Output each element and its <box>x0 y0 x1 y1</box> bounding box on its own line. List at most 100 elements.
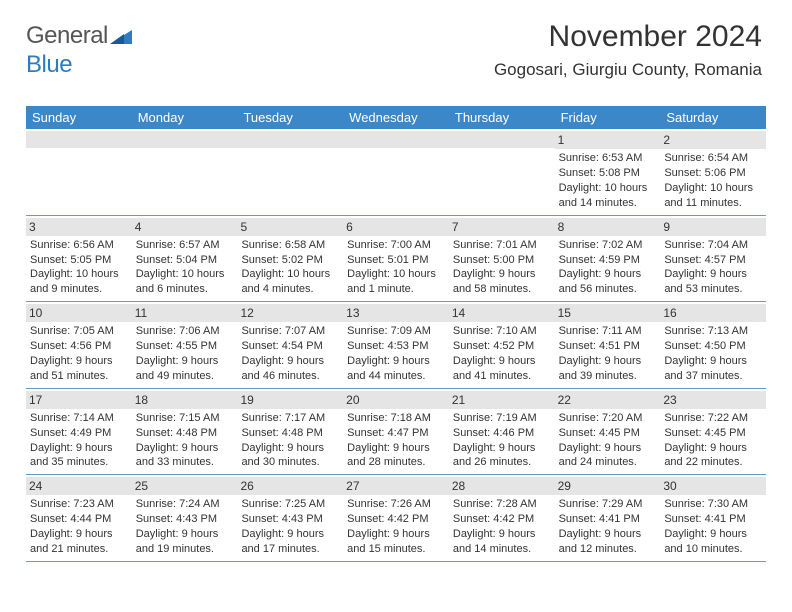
daylight-line1: Daylight: 9 hours <box>136 527 234 542</box>
sunrise-text: Sunrise: 7:30 AM <box>664 497 762 512</box>
daylight-line1: Daylight: 9 hours <box>664 267 762 282</box>
logo-text-blue: Blue <box>26 51 72 78</box>
location-text: Gogosari, Giurgiu County, Romania <box>494 60 762 80</box>
sunset-text: Sunset: 4:48 PM <box>241 426 339 441</box>
daylight-line2: and 35 minutes. <box>30 455 128 470</box>
sunrise-text: Sunrise: 6:56 AM <box>30 238 128 253</box>
day-header-row: Sunday Monday Tuesday Wednesday Thursday… <box>26 106 766 129</box>
sunrise-text: Sunrise: 7:07 AM <box>241 324 339 339</box>
daylight-line2: and 10 minutes. <box>664 542 762 557</box>
day-number: 2 <box>660 131 766 149</box>
sunrise-text: Sunrise: 6:58 AM <box>241 238 339 253</box>
logo-text-gray: General <box>26 22 108 49</box>
day-cell: 21Sunrise: 7:19 AMSunset: 4:46 PMDayligh… <box>449 389 555 475</box>
day-cell: 27Sunrise: 7:26 AMSunset: 4:42 PMDayligh… <box>343 475 449 561</box>
sunrise-text: Sunrise: 7:11 AM <box>559 324 657 339</box>
daylight-line1: Daylight: 9 hours <box>241 441 339 456</box>
sunset-text: Sunset: 4:42 PM <box>453 512 551 527</box>
day-number: 12 <box>237 304 343 322</box>
sunrise-text: Sunrise: 7:09 AM <box>347 324 445 339</box>
daylight-line1: Daylight: 9 hours <box>453 441 551 456</box>
daylight-line1: Daylight: 10 hours <box>664 181 762 196</box>
day-number: 30 <box>660 477 766 495</box>
daylight-line2: and 53 minutes. <box>664 282 762 297</box>
sunset-text: Sunset: 4:44 PM <box>30 512 128 527</box>
sunrise-text: Sunrise: 7:15 AM <box>136 411 234 426</box>
daylight-line1: Daylight: 10 hours <box>241 267 339 282</box>
sunrise-text: Sunrise: 7:10 AM <box>453 324 551 339</box>
week-row: 3Sunrise: 6:56 AMSunset: 5:05 PMDaylight… <box>26 216 766 303</box>
sunset-text: Sunset: 5:05 PM <box>30 253 128 268</box>
sunrise-text: Sunrise: 7:02 AM <box>559 238 657 253</box>
daylight-line1: Daylight: 9 hours <box>136 354 234 369</box>
day-cell: 9Sunrise: 7:04 AMSunset: 4:57 PMDaylight… <box>660 216 766 302</box>
day-cell: 2 Sunrise: 6:54 AMSunset: 5:06 PMDaylight… <box>660 129 766 215</box>
daylight-line1: Daylight: 10 hours <box>30 267 128 282</box>
sunrise-text: Sunrise: 7:13 AM <box>664 324 762 339</box>
daylight-line2: and 41 minutes. <box>453 369 551 384</box>
day-cell <box>449 129 555 215</box>
week-row: 1Sunrise: 6:53 AMSunset: 5:08 PMDaylight… <box>26 129 766 216</box>
daylight-line2: and 37 minutes. <box>664 369 762 384</box>
sunset-text: Sunset: 5:04 PM <box>136 253 234 268</box>
empty-day-strip <box>343 131 449 148</box>
sunset-text: Sunset: 4:41 PM <box>559 512 657 527</box>
day-number: 24 <box>26 477 132 495</box>
day-cell: 11Sunrise: 7:06 AMSunset: 4:55 PMDayligh… <box>132 302 238 388</box>
day-cell: 16Sunrise: 7:13 AMSunset: 4:50 PMDayligh… <box>660 302 766 388</box>
day-number: 27 <box>343 477 449 495</box>
daylight-line2: and 6 minutes. <box>136 282 234 297</box>
day-number: 16 <box>660 304 766 322</box>
day-cell: 26Sunrise: 7:25 AMSunset: 4:43 PMDayligh… <box>237 475 343 561</box>
day-cell: 3 Sunrise: 6:56 AMSunset: 5:05 PMDaylight… <box>26 216 132 302</box>
sunset-text: Sunset: 5:00 PM <box>453 253 551 268</box>
daylight-line2: and 26 minutes. <box>453 455 551 470</box>
day-cell: 4Sunrise: 6:57 AMSunset: 5:04 PMDaylight… <box>132 216 238 302</box>
daylight-line2: and 44 minutes. <box>347 369 445 384</box>
daylight-line2: and 58 minutes. <box>453 282 551 297</box>
sunrise-text: Sunrise: 7:26 AM <box>347 497 445 512</box>
day-cell: 10Sunrise: 7:05 AMSunset: 4:56 PMDayligh… <box>26 302 132 388</box>
daylight-line1: Daylight: 9 hours <box>136 441 234 456</box>
sunset-text: Sunset: 4:54 PM <box>241 339 339 354</box>
sunset-text: Sunset: 4:47 PM <box>347 426 445 441</box>
day-number: 11 <box>132 304 238 322</box>
day-header-tuesday: Tuesday <box>237 106 343 129</box>
sunset-text: Sunset: 4:49 PM <box>30 426 128 441</box>
daylight-line1: Daylight: 9 hours <box>664 354 762 369</box>
daylight-line1: Daylight: 9 hours <box>453 267 551 282</box>
daylight-line2: and 19 minutes. <box>136 542 234 557</box>
daylight-line1: Daylight: 9 hours <box>559 354 657 369</box>
daylight-line2: and 12 minutes. <box>559 542 657 557</box>
day-cell: 23Sunrise: 7:22 AMSunset: 4:45 PMDayligh… <box>660 389 766 475</box>
daylight-line1: Daylight: 9 hours <box>453 527 551 542</box>
sunset-text: Sunset: 4:51 PM <box>559 339 657 354</box>
sunrise-text: Sunrise: 6:54 AM <box>664 151 762 166</box>
day-number: 15 <box>555 304 661 322</box>
sunset-text: Sunset: 4:53 PM <box>347 339 445 354</box>
day-number: 3 <box>26 218 132 236</box>
day-cell: 18Sunrise: 7:15 AMSunset: 4:48 PMDayligh… <box>132 389 238 475</box>
empty-day-strip <box>449 131 555 148</box>
daylight-line2: and 17 minutes. <box>241 542 339 557</box>
day-cell: 5 Sunrise: 6:58 AMSunset: 5:02 PMDaylight… <box>237 216 343 302</box>
day-number: 20 <box>343 391 449 409</box>
sunrise-text: Sunrise: 7:01 AM <box>453 238 551 253</box>
day-cell: 12Sunrise: 7:07 AMSunset: 4:54 PMDayligh… <box>237 302 343 388</box>
daylight-line2: and 30 minutes. <box>241 455 339 470</box>
day-cell: 25Sunrise: 7:24 AMSunset: 4:43 PMDayligh… <box>132 475 238 561</box>
sunset-text: Sunset: 5:01 PM <box>347 253 445 268</box>
sunrise-text: Sunrise: 7:17 AM <box>241 411 339 426</box>
day-cell: 19Sunrise: 7:17 AMSunset: 4:48 PMDayligh… <box>237 389 343 475</box>
daylight-line1: Daylight: 10 hours <box>559 181 657 196</box>
sunrise-text: Sunrise: 7:22 AM <box>664 411 762 426</box>
day-cell: 24Sunrise: 7:23 AMSunset: 4:44 PMDayligh… <box>26 475 132 561</box>
daylight-line1: Daylight: 10 hours <box>347 267 445 282</box>
sunset-text: Sunset: 4:42 PM <box>347 512 445 527</box>
day-number: 5 <box>237 218 343 236</box>
day-header-thursday: Thursday <box>449 106 555 129</box>
sunset-text: Sunset: 5:02 PM <box>241 253 339 268</box>
day-header-monday: Monday <box>132 106 238 129</box>
sunset-text: Sunset: 5:06 PM <box>664 166 762 181</box>
empty-day-strip <box>132 131 238 148</box>
